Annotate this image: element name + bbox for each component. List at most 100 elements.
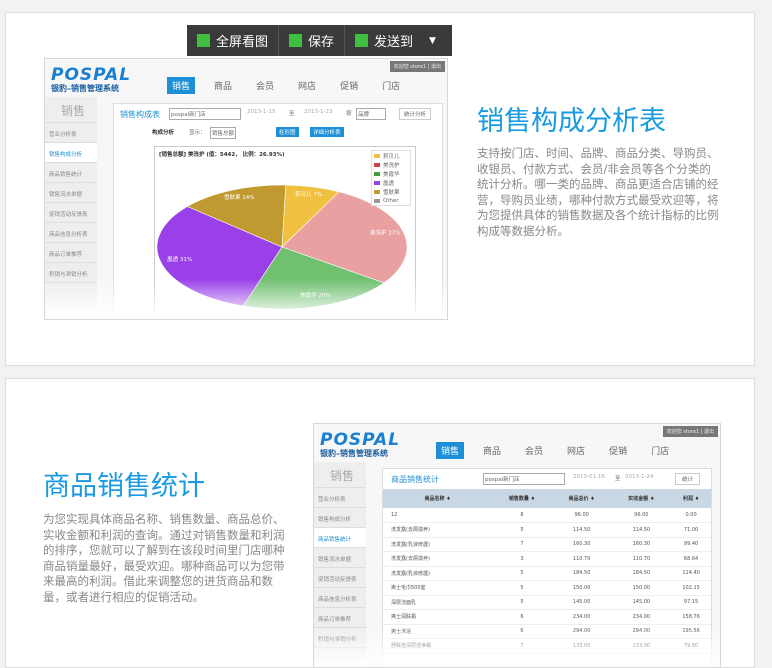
fullscreen-icon	[197, 34, 210, 47]
pie-legend: 莉贝儿 美洗护 美霞华 凰透雪肤果 Other	[371, 150, 411, 206]
dropdown-arrow-icon[interactable]: ▼	[429, 35, 436, 46]
by-label: 按	[346, 111, 352, 117]
show-select[interactable]: 销售总额	[210, 127, 237, 139]
to-label: 至	[289, 111, 295, 117]
column-header[interactable]: 实收金额 ♦	[611, 489, 672, 508]
table-cell: 5	[492, 522, 552, 538]
table-cell: 8	[492, 508, 552, 523]
table-cell: 234.00	[551, 609, 612, 625]
nav-webshop[interactable]: 网店	[298, 82, 317, 92]
sidebar-item[interactable]: 商品订单推荐	[314, 608, 366, 628]
sidebar-item[interactable]: 销售构成分析	[45, 143, 97, 163]
nav-sales[interactable]: 销售	[167, 77, 196, 94]
detail-table-button[interactable]: 详细分析表	[310, 127, 344, 137]
sidebar-item[interactable]: 销售构成分析	[314, 508, 366, 528]
sidebar-item[interactable]: 营业分析表	[314, 488, 366, 508]
bar-chart-button[interactable]: 柱形图	[276, 127, 299, 137]
show-label: 显示：	[189, 130, 206, 136]
table-cell: 96.00	[611, 508, 672, 523]
legend-item[interactable]: 美洗护	[372, 160, 410, 169]
legend-swatch	[374, 180, 380, 185]
legend-item[interactable]: 美霞华	[372, 169, 410, 178]
nav-products[interactable]: 商品	[483, 447, 502, 457]
table-cell: 洗发露(去屑滋养)	[383, 551, 493, 567]
table-cell: 99.40	[671, 537, 711, 552]
nav-stores[interactable]: 门店	[382, 82, 401, 92]
table-row: 洗发露(去屑滋养) 3 110.70 110.70 68.64	[383, 551, 711, 567]
slice-label: 莉贝儿 7%	[295, 190, 322, 198]
table-cell: 深层洁面乳	[383, 595, 493, 610]
table-cell: 234.00	[611, 609, 672, 625]
pie-slice[interactable]	[186, 184, 287, 248]
date-from[interactable]: 2013-01-16	[573, 474, 605, 480]
nav-promo[interactable]: 促销	[609, 447, 628, 457]
nav-products[interactable]: 商品	[214, 82, 233, 92]
by-select[interactable]: 品牌	[356, 108, 386, 120]
legend-item[interactable]: 莉贝儿	[372, 151, 410, 160]
pie-info: [销售总额] 美洗护 (值：5442， 比例：26.93%)	[159, 152, 285, 158]
nav-stores[interactable]: 门店	[651, 447, 670, 457]
column-header[interactable]: 商品总价 ♦	[551, 489, 612, 508]
table-cell: 110.70	[611, 551, 672, 567]
date-to[interactable]: 2013-1-23	[304, 109, 333, 115]
store-select[interactable]: pospal新门店	[483, 473, 565, 485]
table-cell: 68.64	[671, 551, 711, 567]
legend-swatch	[374, 189, 380, 194]
column-header[interactable]: 利润 ♦	[671, 489, 711, 508]
fade-overlay	[45, 279, 447, 319]
section2-description: 为您实现具体商品名称、销售数量、商品总价、实收金额和利润的查询。通过对销售数量和…	[43, 512, 285, 604]
fullscreen-button[interactable]: 全屏看图	[187, 25, 280, 56]
column-header[interactable]: 商品名称 ♦	[383, 489, 493, 508]
table-cell: 洗发露(乳液修護)	[383, 537, 493, 552]
sidebar-item[interactable]: 促销活动反馈表	[314, 568, 366, 588]
main-nav: 销售 商品 会员 网店 促销 门店	[167, 77, 405, 94]
table-cell: 5	[492, 595, 552, 610]
sidebar-header: 销售	[45, 97, 97, 123]
legend-item[interactable]: Other	[372, 196, 410, 205]
sidebar-item[interactable]: 商品订单推荐	[45, 243, 97, 263]
sidebar-item[interactable]: 商品信息分析表	[45, 223, 97, 243]
stat-button[interactable]: 统计	[675, 473, 701, 485]
legend-item[interactable]: 凰透	[372, 178, 410, 187]
slice-label: 凰透 31%	[167, 255, 192, 263]
table-cell: 爽士毛巾500室	[383, 580, 493, 596]
app-subtitle: 银豹–销售管理系统	[51, 84, 119, 93]
sidebar-item[interactable]: 商品销售统计	[45, 163, 97, 183]
nav-promo[interactable]: 促销	[340, 82, 359, 92]
table-cell: 150.00	[551, 580, 612, 596]
sidebar-item[interactable]: 促销活动反馈表	[45, 203, 97, 223]
table-cell: 洗发露(去屑滋养)	[383, 522, 493, 538]
legend-swatch	[374, 198, 380, 203]
main-nav: 销售 商品 会员 网店 促销 门店	[436, 442, 674, 459]
sidebar-item[interactable]: 销售流水单据	[314, 548, 366, 568]
table-cell: 5	[492, 566, 552, 581]
sidebar-item[interactable]: 营业分析表	[45, 123, 97, 143]
sidebar-item[interactable]: 销售流水单据	[45, 183, 97, 203]
save-icon	[289, 34, 303, 47]
to-label: 至	[615, 476, 621, 482]
legend-label: 雪肤果	[383, 189, 400, 196]
nav-sales[interactable]: 销售	[436, 442, 465, 459]
nav-webshop[interactable]: 网店	[567, 447, 586, 457]
store-select[interactable]: pospal新门店	[169, 108, 241, 120]
legend-item[interactable]: 雪肤果	[372, 187, 410, 196]
table-row: 爽士润肤霜 6 234.00 234.00 158.76	[383, 609, 711, 625]
stat-button[interactable]: 统计分析	[399, 108, 432, 120]
sidebar-item[interactable]: 商品销售统计	[314, 528, 366, 548]
send-to-button[interactable]: 发送到 ▼	[345, 25, 446, 56]
table-row: 洗发露(乳液修護) 5 184.50 184.50 114.40	[383, 566, 711, 581]
nav-members[interactable]: 会员	[525, 447, 544, 457]
sidebar-item[interactable]: 商品信息分析表	[314, 588, 366, 608]
save-label: 保存	[308, 35, 335, 50]
date-from[interactable]: 2013-1-15	[247, 109, 276, 115]
date-to[interactable]: 2013-1-24	[625, 474, 654, 480]
nav-members[interactable]: 会员	[256, 82, 275, 92]
table-cell: 3	[492, 551, 552, 567]
save-button[interactable]: 保存	[279, 25, 346, 56]
pie-slice[interactable]	[281, 191, 408, 284]
column-header[interactable]: 销售数量 ♦	[492, 489, 552, 508]
screenshot-sales-composition: POSPAL 银豹–销售管理系统 欢迎您 store1 | 退出 销售 商品 会员 网…	[44, 58, 448, 320]
table-row: 爽士毛巾500室 5 150.00 150.00 102.15	[383, 580, 711, 596]
send-label: 发送到	[374, 35, 414, 50]
panel-title: 商品销售统计	[391, 475, 439, 484]
